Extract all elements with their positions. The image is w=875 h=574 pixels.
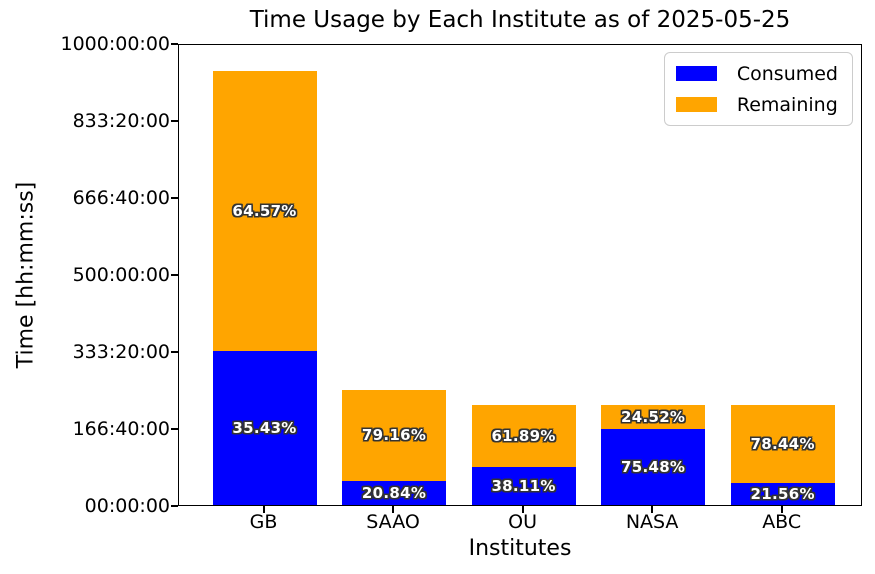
bar-NASA-remaining-segment [601,404,706,430]
legend-swatch-consumed-icon [675,66,717,81]
x-tick-mark-ABC [780,506,783,513]
x-tick-label-GB: GB [249,511,278,533]
bar-OU-consumed-label: 38.11% [491,476,556,495]
y-tick-label-5: 833:20:00 [72,110,170,132]
x-tick-label-SAAO: SAAO [366,511,420,533]
bar-SAAO-consumed-segment [342,480,447,505]
y-tick-mark-3 [171,274,178,276]
bar-ABC-consumed-segment [730,483,835,505]
y-tick-label-1: 166:40:00 [72,417,170,440]
bar-GB-consumed-segment [212,351,317,505]
bar-OU-consumed-segment [471,466,576,505]
bar-SAAO-remaining-segment [342,389,447,481]
bar-NASA: 24.52% 75.48% [601,404,706,505]
y-tick-label-6: 1000:00:00 [60,33,170,55]
x-tick-label-OU: OU [508,511,538,533]
bar-ABC-remaining-segment [730,404,835,484]
x-tick-mark-SAAO [392,506,395,513]
x-tick-label-ABC: ABC [762,511,802,533]
chart-title: Time Usage by Each Institute as of 2025-… [249,7,791,33]
bar-SAAO-consumed-label: 20.84% [361,483,427,502]
bar-GB-consumed-label: 35.43% [232,419,297,438]
y-tick-mark-2 [171,351,178,353]
y-tick-label-3: 500:00:00 [72,264,170,286]
bar-GB-remaining-segment [212,70,317,352]
bar-NASA-consumed-label: 75.48% [620,458,686,477]
y-tick-mark-4 [171,196,178,199]
x-tick-mark-GB [262,506,265,513]
bar-NASA-remaining-label: 24.52% [620,408,686,427]
bar-OU-remaining-segment [471,404,576,467]
bar-GB-remaining-label: 64.57% [232,201,297,220]
bar-OU-remaining-label: 61.89% [491,426,556,445]
y-tick-label-0: 00:00:00 [84,495,170,517]
bar-SAAO: 79.16% 20.84% [342,389,447,506]
y-tick-label-4: 666:40:00 [72,186,170,209]
legend-swatch-remaining-icon [675,97,717,112]
bar-GB: 64.57% 35.43% [212,70,317,505]
x-tick-mark-NASA [651,506,654,513]
y-tick-label-2: 333:20:00 [72,341,170,363]
y-axis-label: Time [hh:mm:ss] [13,181,39,369]
y-tick-mark-0 [171,505,178,507]
legend-label-remaining: Remaining [736,93,838,116]
legend-label-consumed: Consumed [736,62,838,85]
bar-ABC-remaining-label: 78.44% [750,435,815,454]
y-tick-mark-1 [171,427,178,430]
y-tick-mark-5 [171,120,178,122]
legend-entry-consumed: Consumed [675,58,838,89]
bar-OU: 61.89% 38.11% [471,404,576,505]
y-tick-mark-6 [171,43,178,45]
legend: Consumed Remaining [663,52,853,126]
x-tick-mark-OU [521,506,524,513]
x-tick-label-NASA: NASA [625,511,679,533]
legend-entry-remaining: Remaining [675,89,838,120]
plot-area: Consumed Remaining 64.57% 35.43% 79.16% 20.… [178,44,862,506]
x-axis-label: Institutes [468,536,572,561]
bar-ABC-consumed-label: 21.56% [750,485,815,504]
bar-ABC: 78.44% 21.56% [730,404,835,505]
bar-NASA-consumed-segment [601,429,706,505]
bar-SAAO-remaining-label: 79.16% [361,426,427,445]
